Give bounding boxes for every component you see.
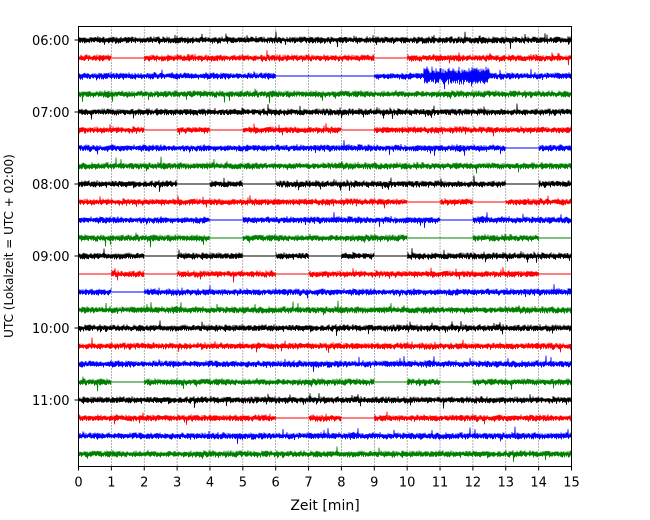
y-tick-label: 10:00 — [32, 322, 69, 337]
x-tick-label: 1 — [107, 476, 115, 491]
x-tick-label: 11 — [432, 476, 449, 491]
traces-group — [78, 31, 572, 462]
x-tick-label: 2 — [140, 476, 148, 491]
trace-0945 — [78, 300, 572, 316]
x-tick-label: 7 — [304, 476, 312, 491]
grid-lines — [111, 26, 539, 467]
x-tick-label: 14 — [530, 476, 547, 491]
x-axis-label: Zeit [min] — [290, 498, 359, 514]
x-tick-label: 9 — [370, 476, 378, 491]
trace-1100 — [78, 393, 572, 409]
x-tick-label: 5 — [239, 476, 247, 491]
x-tick-label: 8 — [337, 476, 345, 491]
x-tick-label: 3 — [173, 476, 181, 491]
trace-0930 — [78, 284, 572, 299]
x-axis-ticks: 0 1 2 3 4 5 6 7 8 9 10 11 12 13 14 15 — [74, 466, 580, 491]
y-tick-label: 06:00 — [32, 34, 69, 49]
trace-0645 — [78, 88, 572, 104]
x-tick-label: 6 — [272, 476, 280, 491]
trace-1030 — [78, 355, 572, 372]
trace-1015 — [78, 337, 572, 353]
trace-1000 — [78, 320, 572, 336]
trace-0845 — [78, 232, 539, 248]
trace-1130 — [78, 426, 572, 444]
trace-1145 — [78, 446, 572, 462]
trace-0630 — [78, 66, 572, 90]
y-tick-label: 07:00 — [32, 106, 69, 121]
trace-1045 — [78, 376, 572, 392]
x-tick-label: 13 — [497, 476, 514, 491]
trace-0915 — [111, 267, 539, 283]
trace-0615 — [78, 50, 572, 66]
trace-0830 — [78, 212, 572, 228]
trace-0745 — [78, 156, 572, 174]
trace-0730 — [78, 140, 572, 156]
x-tick-label: 15 — [563, 476, 580, 491]
x-tick-label: 12 — [465, 476, 482, 491]
trace-0600 — [78, 31, 572, 49]
y-tick-label: 09:00 — [32, 250, 69, 265]
y-tick-label: 11:00 — [32, 394, 69, 409]
x-tick-label: 0 — [74, 476, 82, 491]
trace-0715 — [78, 123, 572, 137]
y-axis-label: UTC (Lokalzeit = UTC + 02:00) — [2, 154, 16, 338]
x-tick-label: 10 — [399, 476, 416, 491]
trace-0815 — [78, 195, 572, 209]
trace-0800 — [78, 175, 572, 192]
trace-1115 — [78, 411, 572, 425]
trace-0900 — [78, 248, 572, 263]
y-axis-ticks: 06:00 07:00 08:00 09:00 10:00 11:00 — [32, 34, 79, 409]
trace-0700 — [78, 103, 572, 120]
x-tick-label: 4 — [206, 476, 214, 491]
y-tick-label: 08:00 — [32, 178, 69, 193]
plot-area — [78, 26, 572, 467]
plot-frame-border — [78, 26, 572, 467]
